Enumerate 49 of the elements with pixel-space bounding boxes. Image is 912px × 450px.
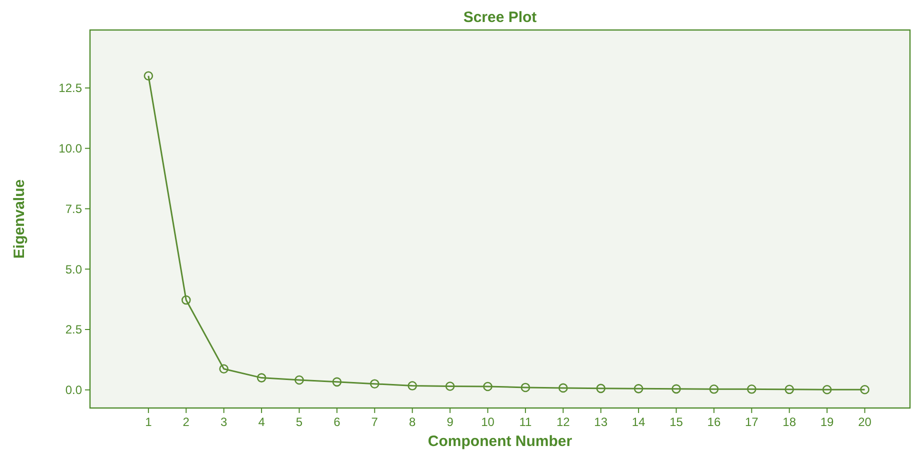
point <box>558 383 568 393</box>
y-tick-label: 5.0 <box>65 262 82 276</box>
point <box>634 384 644 394</box>
x-tick-label: 15 <box>670 415 684 429</box>
x-tick-label: 4 <box>258 415 266 429</box>
x-axis-title: Component Number <box>428 433 572 450</box>
x-tick-label: 20 <box>858 415 872 429</box>
x-tick-label: 8 <box>409 415 416 429</box>
x-tick-label: 13 <box>594 415 608 429</box>
x-tick-label: 6 <box>334 415 341 429</box>
x-tick-label: 12 <box>556 415 570 429</box>
y-tick-label: 12.5 <box>58 81 82 96</box>
x-tick-label: 7 <box>371 415 378 429</box>
y-tick-label: 2.5 <box>65 322 82 337</box>
point <box>784 384 794 394</box>
x-tick-label: 18 <box>782 415 796 429</box>
point <box>219 364 228 374</box>
x-tick-label: 2 <box>182 415 190 429</box>
x-tick-label: 17 <box>744 415 759 429</box>
x-tick-label: 1 <box>145 415 152 429</box>
point <box>672 384 681 394</box>
x-tick-label: 11 <box>519 415 532 429</box>
point <box>445 382 455 391</box>
x-tick-label: 3 <box>220 415 228 429</box>
point <box>822 384 832 394</box>
point <box>332 377 342 387</box>
y-axis-title: Eigenvalue <box>11 179 28 259</box>
point <box>370 379 380 388</box>
point <box>408 381 417 390</box>
x-tick-label: 9 <box>446 415 454 429</box>
point <box>520 382 530 392</box>
point <box>596 384 606 394</box>
y-tick-label: 10.0 <box>58 142 82 156</box>
point <box>860 384 870 394</box>
x-tick-label: 19 <box>820 415 834 429</box>
x-tick-label: 10 <box>481 415 495 429</box>
point <box>483 382 492 392</box>
point <box>144 71 154 81</box>
y-tick-label: 7.5 <box>65 202 82 216</box>
point <box>747 384 756 394</box>
y-tick-label: 0.0 <box>65 383 82 398</box>
x-tick-label: 16 <box>707 415 721 429</box>
x-tick-label: 14 <box>632 415 646 429</box>
x-tick-label: 5 <box>296 415 303 429</box>
point <box>709 384 719 394</box>
point <box>294 375 304 385</box>
chart-title: Scree Plot <box>463 9 537 26</box>
point <box>181 295 191 305</box>
point <box>256 373 266 382</box>
